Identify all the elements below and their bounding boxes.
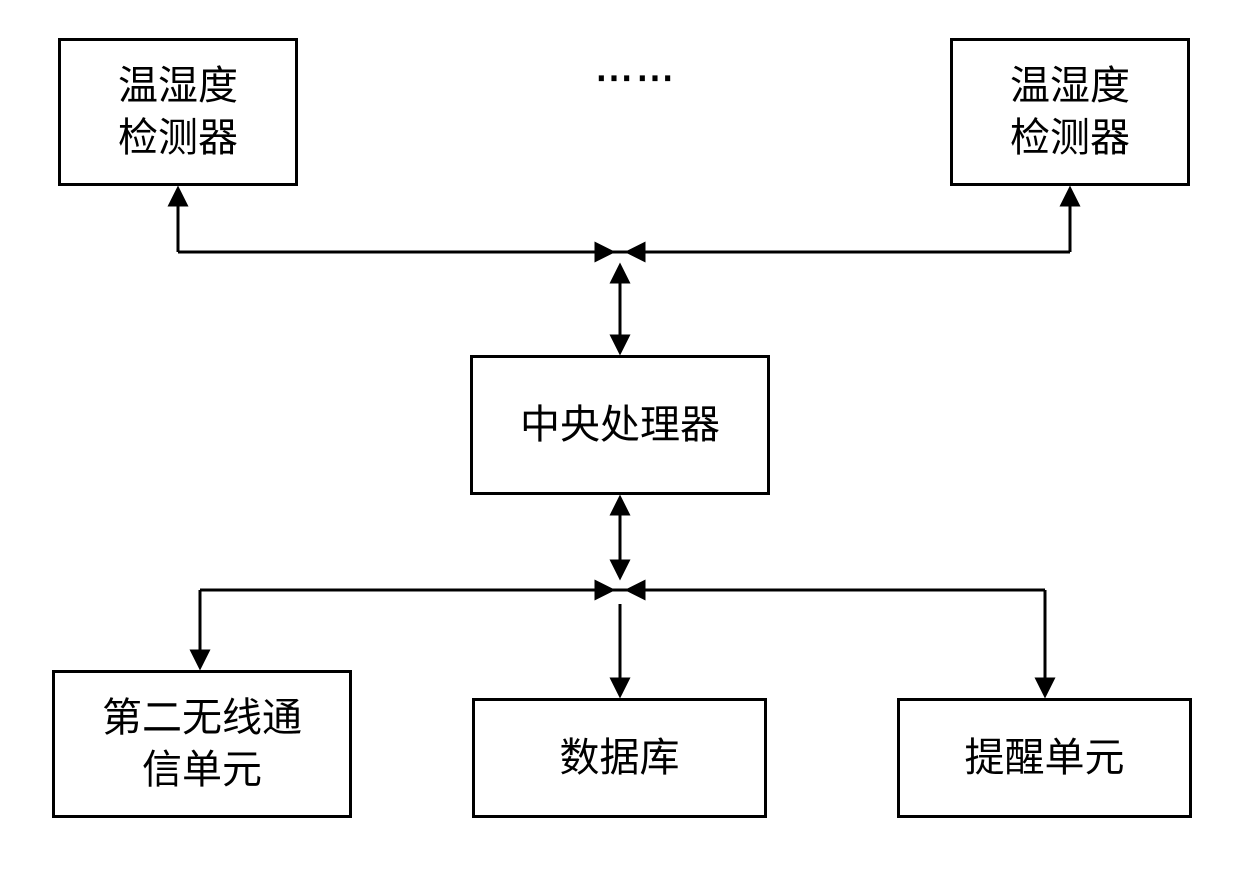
node-detector-right: 温湿度检测器 bbox=[950, 38, 1190, 186]
node-label: 第二无线通信单元 bbox=[102, 692, 302, 796]
node-wireless: 第二无线通信单元 bbox=[52, 670, 352, 818]
node-label: 中央处理器 bbox=[520, 399, 720, 451]
node-detector-left: 温湿度检测器 bbox=[58, 38, 298, 186]
node-reminder: 提醒单元 bbox=[897, 698, 1192, 818]
node-label: 数据库 bbox=[560, 732, 680, 784]
node-label: 温湿度检测器 bbox=[1010, 60, 1130, 164]
node-cpu: 中央处理器 bbox=[470, 355, 770, 495]
node-label: 温湿度检测器 bbox=[118, 60, 238, 164]
node-label: 提醒单元 bbox=[965, 732, 1125, 784]
diagram-container: 温湿度检测器 温湿度检测器 ⋯⋯ 中央处理器 第二无线通信单元 数据库 提醒单元 bbox=[0, 0, 1240, 889]
node-database: 数据库 bbox=[472, 698, 767, 818]
ellipsis: ⋯⋯ bbox=[595, 55, 677, 100]
